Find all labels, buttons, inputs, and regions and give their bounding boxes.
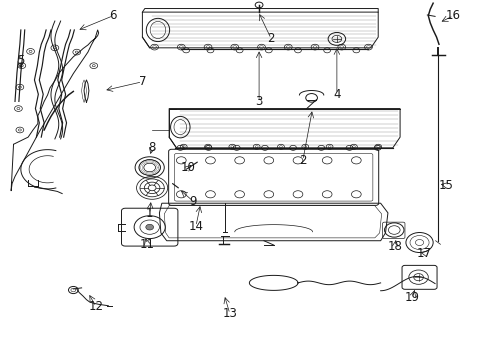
Text: 5: 5 [17,54,24,67]
Text: 2: 2 [267,32,274,45]
Text: 18: 18 [387,240,402,253]
Text: 11: 11 [140,238,154,251]
Text: 9: 9 [189,195,197,208]
Text: 14: 14 [188,220,203,233]
Text: 2: 2 [299,154,306,167]
Text: 4: 4 [332,88,340,101]
Text: 1: 1 [145,207,153,220]
Text: 12: 12 [88,300,103,313]
Text: 16: 16 [445,9,460,22]
Text: 10: 10 [181,161,196,174]
Circle shape [145,224,153,230]
Text: 3: 3 [255,95,262,108]
Text: 13: 13 [222,307,237,320]
Text: 8: 8 [148,141,156,154]
Text: 17: 17 [416,247,431,260]
Text: 7: 7 [139,75,146,88]
Text: 6: 6 [109,9,117,22]
Text: 15: 15 [438,179,453,192]
Text: 19: 19 [404,291,419,305]
